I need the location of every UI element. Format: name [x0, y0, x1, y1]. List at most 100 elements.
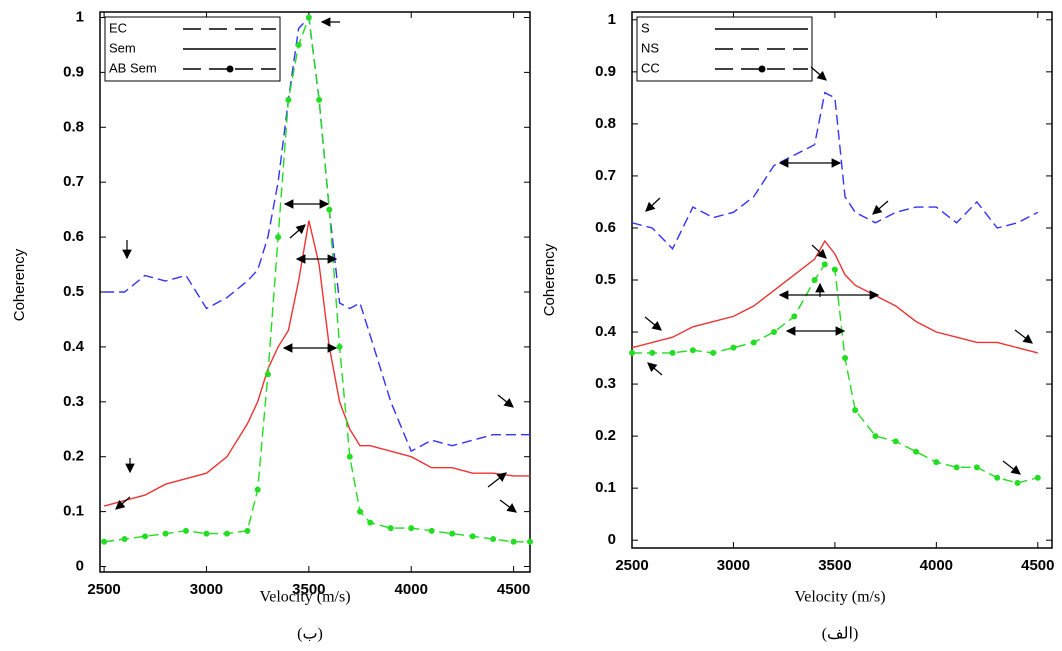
annotation-arrows — [115, 17, 1033, 513]
series-marker — [689, 347, 696, 354]
y-tick-label: 0.3 — [63, 393, 84, 410]
y-tick-label: 1 — [76, 8, 84, 25]
series-marker — [771, 329, 778, 336]
y-tick-label: 0.5 — [595, 271, 616, 288]
series-marker — [275, 234, 282, 241]
y-tick-label: 0.9 — [595, 63, 616, 80]
series-marker — [162, 530, 169, 537]
legend-label: NS — [641, 40, 659, 55]
y-axis-label: Coherency — [11, 248, 28, 321]
series-marker — [254, 486, 261, 493]
chart-panel: 0 0.1 0.2 0.3 0.4 0.5 0.6 0.7 0.8 0.9 1 2500 3000 350… — [11, 8, 533, 643]
series-marker — [408, 525, 415, 532]
legend: S NS CC — [636, 16, 813, 82]
x-tick-label: 3000 — [190, 581, 223, 598]
series-marker — [872, 433, 879, 440]
legend-marker — [758, 65, 766, 73]
y-tick-label: 0.4 — [63, 338, 85, 355]
legend-label: CC — [641, 60, 660, 75]
legend: EC Sem AB Sem — [104, 16, 281, 82]
y-tick-label: 0.5 — [63, 283, 84, 300]
x-tick-label: 4000 — [920, 557, 953, 574]
legend-label: EC — [109, 20, 127, 35]
series-marker — [669, 349, 676, 356]
series-marker — [101, 538, 108, 545]
legend-marker — [226, 65, 234, 73]
x-axis-label: Velocity (m/s) — [259, 589, 350, 606]
series-marker — [750, 339, 757, 346]
series-line — [631, 239, 1038, 354]
series-marker — [852, 407, 859, 414]
series-marker — [183, 527, 189, 534]
x-tick-label: 3000 — [717, 557, 750, 574]
series-marker — [367, 519, 374, 526]
y-tick-label: 0.6 — [63, 228, 84, 245]
x-axis-label: Velocity (m/s) — [794, 589, 885, 606]
y-tick-label: 0.9 — [63, 63, 84, 80]
series-marker — [142, 533, 149, 540]
legend-label: Sem — [109, 40, 136, 55]
series-marker — [710, 349, 717, 356]
series-line — [103, 220, 530, 507]
series-marker — [428, 527, 435, 534]
series-marker — [285, 96, 292, 103]
series-line — [104, 17, 530, 543]
plot-frame — [631, 11, 1053, 549]
series-marker — [629, 349, 635, 356]
series-marker — [811, 277, 818, 283]
y-tick-label: 0.7 — [63, 173, 84, 190]
series-marker — [1014, 479, 1021, 486]
series-marker — [831, 266, 838, 273]
series-marker — [244, 527, 251, 534]
series-marker — [326, 206, 333, 213]
y-tick-label: 0.2 — [63, 448, 84, 465]
series-marker — [387, 525, 394, 532]
series-marker — [316, 96, 323, 103]
series-marker — [305, 14, 312, 21]
y-tick-label: 0.1 — [63, 503, 84, 520]
series-marker — [730, 344, 737, 351]
series-marker — [223, 530, 230, 537]
plot-frame — [99, 11, 531, 573]
series-marker — [973, 464, 980, 471]
y-tick-label: 0.7 — [595, 167, 616, 184]
y-tick-label: 0.1 — [595, 479, 616, 496]
series-line — [104, 15, 530, 453]
y-tick-label: 0.8 — [63, 118, 84, 135]
x-tick-label: 4500 — [497, 581, 530, 598]
series-marker — [469, 533, 476, 540]
series-marker — [1034, 474, 1041, 481]
series-marker — [953, 464, 960, 471]
x-tick-label: 2500 — [615, 557, 648, 574]
series-line — [632, 263, 1038, 484]
series-marker — [357, 508, 364, 515]
series-marker — [994, 474, 1001, 481]
x-tick-label: 4500 — [1021, 557, 1054, 574]
y-tick-label: 0.2 — [595, 427, 616, 444]
legend-label: S — [641, 20, 650, 35]
series-marker — [121, 536, 128, 543]
series-marker — [490, 536, 497, 543]
y-axis-label: Coherency — [541, 243, 558, 316]
x-tick-label: 3500 — [818, 557, 851, 574]
series-marker — [842, 355, 849, 362]
series-marker — [527, 538, 533, 545]
y-tick-label: 1 — [608, 11, 616, 28]
series-line — [631, 91, 1039, 251]
series-marker — [649, 349, 656, 356]
series-marker — [336, 343, 343, 350]
x-tick-label: 2500 — [87, 581, 120, 598]
series-marker — [264, 371, 271, 378]
series-marker — [821, 261, 828, 268]
y-tick-label: 0.3 — [595, 375, 616, 392]
series-marker — [449, 530, 456, 537]
caption: (ب) — [297, 626, 323, 643]
y-tick-label: 0 — [608, 531, 616, 548]
series-marker — [510, 538, 517, 545]
legend-label: AB Sem — [109, 60, 157, 75]
series-marker — [203, 530, 210, 537]
y-tick-label: 0.6 — [595, 219, 616, 236]
series-marker — [346, 453, 353, 460]
series-marker — [933, 459, 940, 466]
